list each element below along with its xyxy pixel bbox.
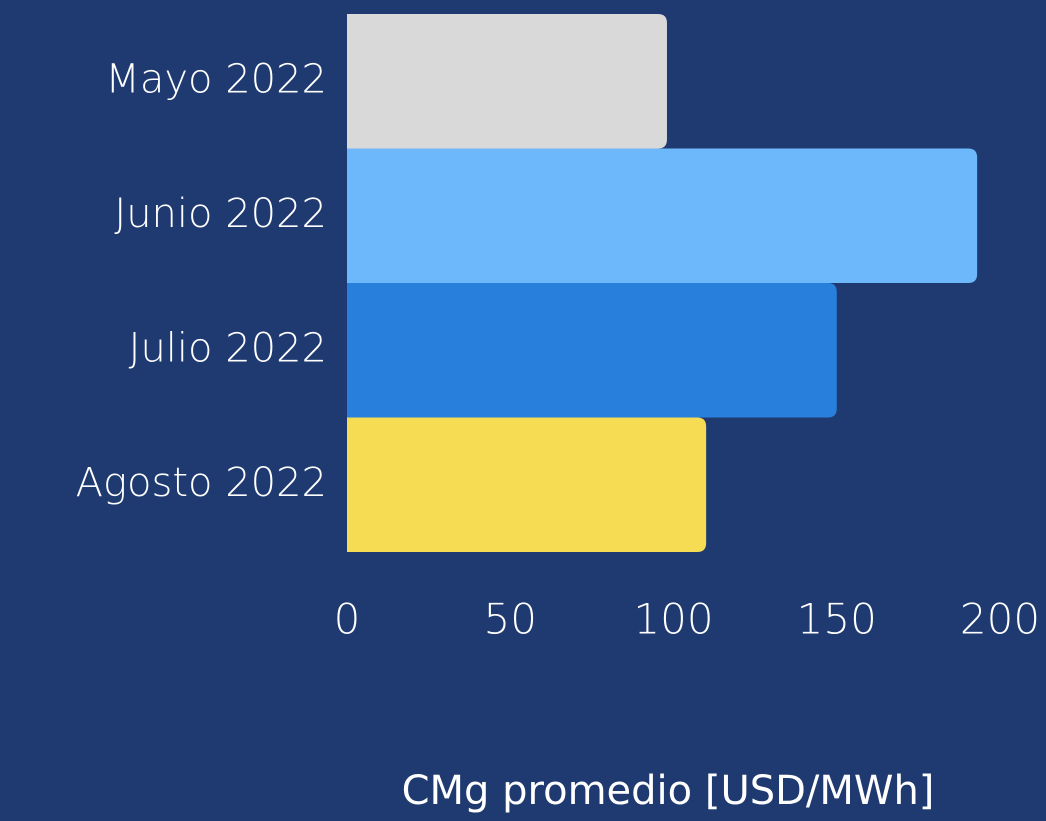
y-tick-label: Agosto 2022 xyxy=(76,460,327,506)
bar xyxy=(347,283,837,418)
y-tick-label: Mayo 2022 xyxy=(105,56,327,102)
bar xyxy=(347,417,707,552)
bar xyxy=(347,148,978,283)
x-tick-label: 50 xyxy=(484,595,537,644)
bar xyxy=(347,14,667,149)
x-tick-label: 0 xyxy=(334,595,361,644)
x-axis-title: CMg promedio [USD/MWh] xyxy=(402,768,935,814)
x-tick-label: 200 xyxy=(960,595,1040,644)
y-tick-label: Julio 2022 xyxy=(129,325,327,371)
y-tick-label: Junio 2022 xyxy=(114,191,327,237)
x-tick-label: 150 xyxy=(797,595,877,644)
x-tick-label: 100 xyxy=(633,595,713,644)
